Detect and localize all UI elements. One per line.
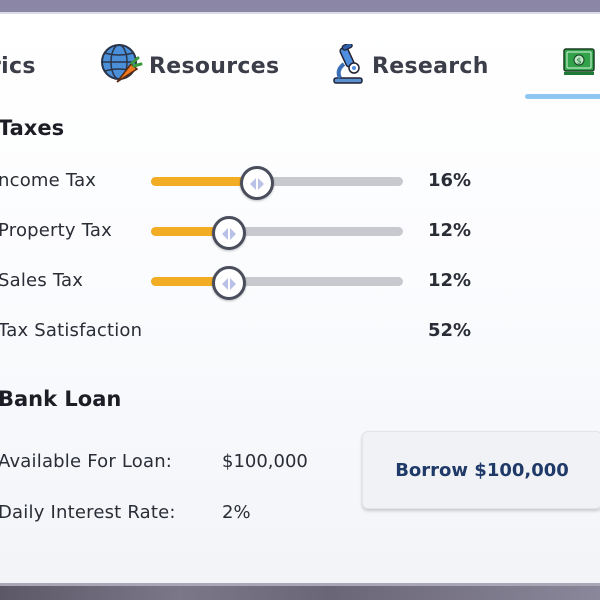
slider-track — [151, 177, 403, 186]
income-tax-slider[interactable] — [151, 166, 403, 200]
tax-satisfaction-value: 52% — [428, 320, 472, 341]
chevron-left-icon — [222, 278, 229, 290]
chevron-right-icon — [230, 278, 237, 290]
tab-metrics[interactable]: rics — [0, 50, 36, 82]
tab-finance[interactable]: $ — [562, 48, 596, 80]
chevron-left-icon — [249, 178, 256, 190]
borrow-button[interactable]: Borrow $100,000 — [362, 431, 600, 509]
slider-track — [151, 227, 403, 236]
tab-bar: rics Resources — [0, 14, 600, 104]
chevron-right-icon — [257, 178, 264, 190]
tax-satisfaction-label: Tax Satisfaction — [0, 320, 143, 341]
tab-resources[interactable]: Resources — [99, 44, 280, 83]
slider-fill — [151, 277, 230, 286]
taxes-title: Taxes — [0, 116, 65, 140]
background-scene — [0, 586, 600, 600]
slider-fill — [151, 227, 230, 236]
slider-knob[interactable] — [212, 216, 247, 250]
bank-loan-title: Bank Loan — [0, 387, 122, 411]
income-tax-value: 16% — [428, 170, 472, 191]
interest-rate-label: Daily Interest Rate: — [0, 502, 176, 523]
tab-research-label: Research — [372, 53, 489, 79]
available-loan-label: Available For Loan: — [0, 451, 173, 472]
property-tax-label: Property Tax — [0, 220, 112, 241]
available-loan-value: $100,000 — [222, 451, 308, 472]
slider-fill — [151, 177, 257, 186]
slider-track — [151, 277, 403, 286]
tab-research[interactable]: Research — [330, 42, 489, 84]
slider-knob[interactable] — [212, 266, 247, 300]
window-top-strip — [0, 0, 600, 12]
microscope-icon — [330, 42, 366, 88]
slider-knob[interactable] — [239, 166, 274, 200]
interest-rate-value: 2% — [222, 502, 251, 523]
svg-text:$: $ — [576, 57, 581, 66]
chevron-right-icon — [230, 228, 237, 240]
globe-carrot-icon — [99, 42, 143, 90]
sales-tax-slider[interactable] — [151, 266, 403, 300]
tab-metrics-label: rics — [0, 53, 36, 79]
sales-tax-label: Sales Tax — [0, 270, 84, 291]
borrow-button-label: Borrow $100,000 — [395, 459, 569, 481]
property-tax-value: 12% — [428, 220, 472, 241]
active-tab-indicator — [525, 94, 600, 99]
property-tax-slider[interactable] — [151, 216, 403, 250]
money-icon: $ — [562, 47, 596, 81]
chevron-left-icon — [222, 228, 229, 240]
sales-tax-value: 12% — [428, 270, 472, 291]
tab-resources-label: Resources — [149, 53, 280, 79]
finance-panel: rics Resources — [0, 12, 600, 586]
income-tax-label: ncome Tax — [0, 170, 97, 191]
